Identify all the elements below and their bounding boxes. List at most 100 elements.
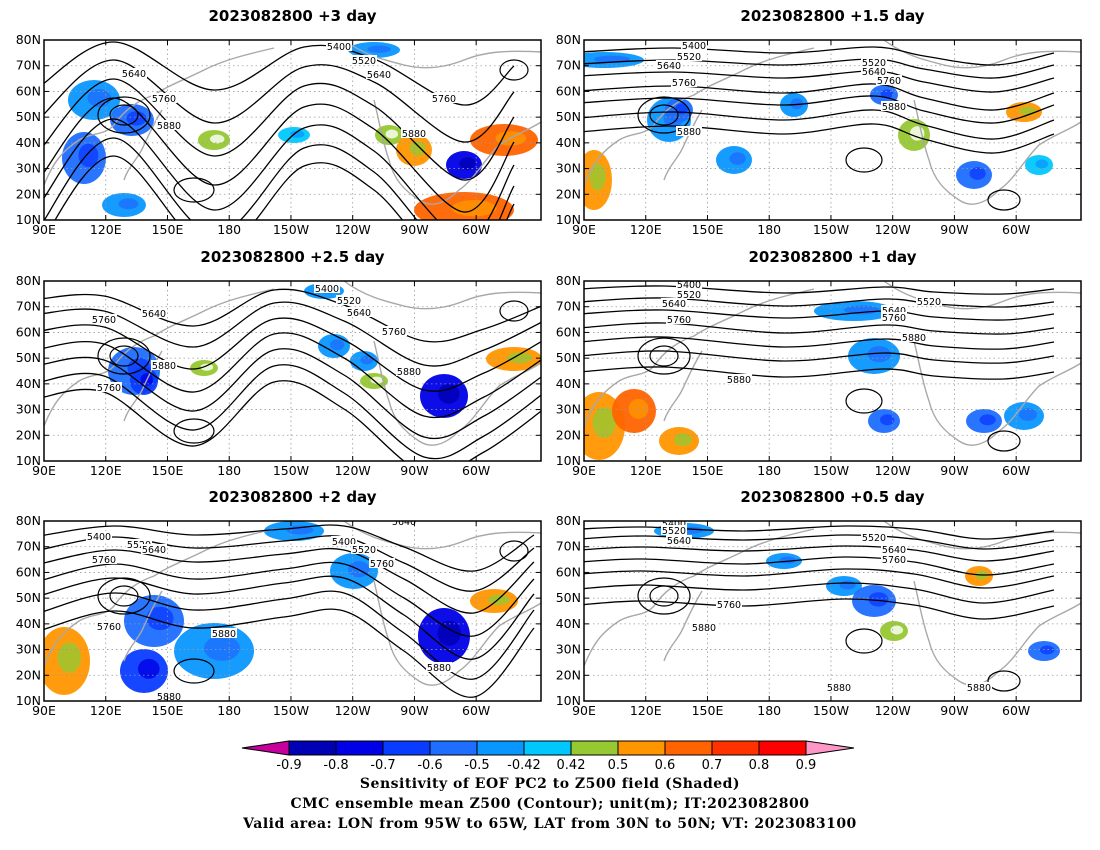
lat-tick-label: 40N: [16, 616, 41, 631]
contour-label: 5640: [862, 67, 886, 78]
sensitivity-core: [385, 129, 399, 139]
contour-label-bg: [666, 314, 692, 324]
colorbar-label: 0.9: [796, 758, 817, 773]
z500-closed-contour: [637, 337, 691, 375]
coastline: [373, 99, 541, 205]
z500-closed-contour: [97, 577, 151, 615]
contour-label-bg: [331, 536, 357, 546]
plot-frame: [583, 280, 1082, 462]
lon-tick-label: 90E: [572, 703, 596, 718]
lon-tick-label: 60W: [462, 463, 490, 478]
z500-contour: [44, 317, 541, 392]
contour-label-bg: [151, 93, 177, 103]
sensitivity-core: [868, 592, 889, 607]
contour-label-bg: [716, 599, 742, 609]
contour-label: 5640: [882, 545, 906, 556]
z500-contour: [54, 155, 515, 220]
lon-tick-label: 90E: [572, 463, 596, 478]
contour-label-bg: [126, 539, 152, 549]
contour-label: 5880: [902, 333, 926, 344]
z500-closed-contour: [109, 104, 139, 126]
panel-title: 2023082800 +1.5 day: [740, 7, 924, 25]
contour-label: 5760: [667, 315, 691, 326]
lon-tick-label: 120W: [335, 703, 371, 718]
z500-closed-contour: [987, 430, 1021, 452]
contour-label: 5760: [432, 94, 456, 105]
contour-label: 5640: [392, 517, 416, 528]
z500-contour: [44, 535, 535, 592]
contour-label-bg: [326, 41, 352, 51]
plot-frame: [583, 520, 1082, 702]
z500-closed-contour: [173, 658, 215, 684]
lat-tick-label: 50N: [16, 350, 41, 365]
lat-tick-label: 60N: [16, 324, 41, 339]
sensitivity-core: [438, 383, 460, 404]
z500-contour: [584, 336, 1055, 350]
contour-label-bg: [336, 295, 362, 305]
lon-tick-label: 180: [757, 463, 781, 478]
sensitivity-core: [409, 141, 426, 156]
z500-contour: [584, 322, 1055, 335]
sensitivity-core: [200, 363, 214, 371]
colorbar-box: [711, 740, 760, 756]
sensitivity-core: [839, 580, 856, 590]
colorbar-label: -0.7: [370, 758, 395, 773]
contour-label: 5880: [827, 683, 851, 694]
contour-label-bg: [369, 558, 395, 568]
lat-tick-label: 60N: [16, 83, 41, 98]
lon-tick-label: 120W: [335, 463, 371, 478]
sensitivity-core: [330, 339, 345, 351]
z500-contour: [44, 288, 541, 343]
lon-tick-label: 120E: [630, 703, 662, 718]
lon-tick-label: 120W: [875, 703, 911, 718]
lat-tick-label: 20N: [16, 427, 41, 442]
contour-label: 5640: [662, 299, 686, 310]
contour-label: 5880: [677, 127, 701, 138]
lon-tick-label: 120E: [90, 703, 122, 718]
lat-tick-label: 20N: [16, 667, 41, 682]
lon-tick-label: 90W: [400, 463, 428, 478]
contour-label: 5520: [337, 296, 361, 307]
contour-label: 5880: [882, 102, 906, 113]
z500-contour: [584, 58, 1055, 79]
contour-label-bg: [671, 77, 697, 87]
contour-label-bg: [391, 521, 417, 526]
z500-closed-contour: [987, 189, 1021, 211]
coastline: [913, 99, 1081, 205]
lon-tick-label: 150W: [273, 463, 309, 478]
contour-label: 5400: [677, 280, 701, 291]
contour-label-bg: [656, 60, 682, 70]
lat-tick-label: 80N: [556, 32, 581, 47]
coastline: [663, 350, 703, 422]
contour-label-bg: [156, 120, 182, 130]
sensitivity-core: [589, 163, 606, 191]
colorbar-box: [570, 740, 619, 756]
contour-label: 5400: [332, 537, 356, 548]
contour-label-bg: [91, 554, 117, 564]
z500-contour: [44, 547, 535, 614]
lat-tick-label: 30N: [16, 642, 41, 657]
contour-label: 5400: [682, 41, 706, 52]
contour-label: 5880: [427, 663, 451, 674]
lat-tick-label: 70N: [556, 539, 581, 554]
sensitivity-core: [57, 642, 81, 673]
lat-tick-label: 30N: [556, 642, 581, 657]
colorbar-label: 0.42: [557, 758, 586, 773]
contour-label-bg: [861, 532, 887, 542]
contour-label-bg: [351, 55, 377, 65]
z500-contour: [584, 123, 1055, 154]
colorbar-high-triangle: [805, 740, 855, 756]
contour-label-bg: [426, 662, 452, 672]
coastline: [373, 580, 541, 686]
colorbar-low-triangle: [241, 740, 290, 756]
lon-tick-label: 150W: [813, 222, 849, 237]
coastline: [883, 281, 1081, 310]
contour-label-bg: [881, 305, 907, 315]
z500-contour: [584, 46, 1055, 66]
